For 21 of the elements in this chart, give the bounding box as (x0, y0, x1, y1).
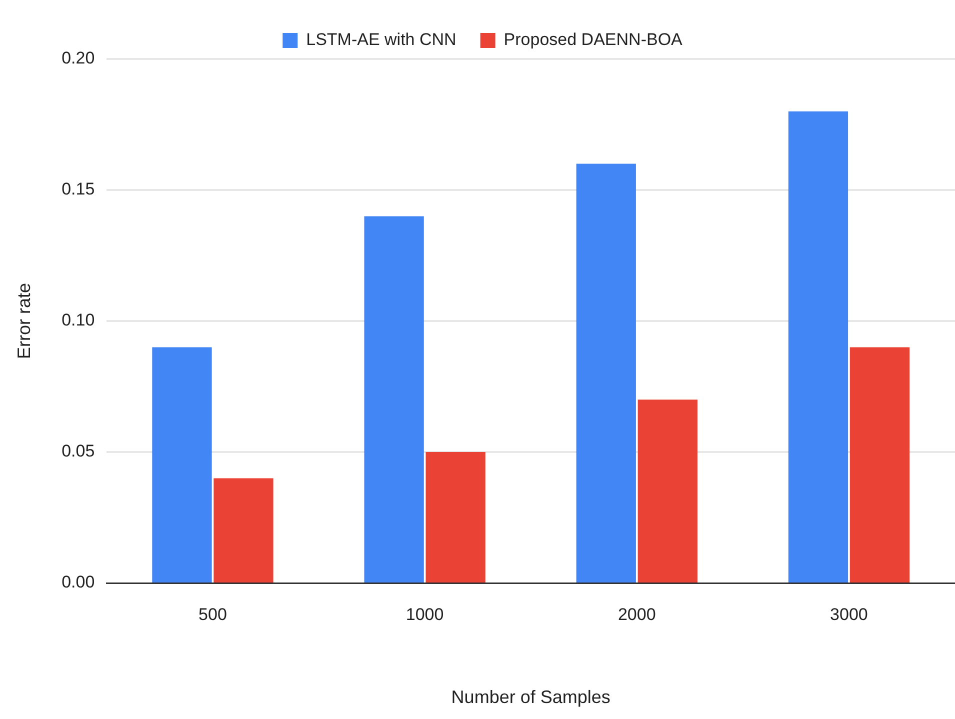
bar (364, 216, 424, 582)
y-tick-label: 0.05 (62, 442, 95, 461)
y-tick-label: 0.20 (62, 48, 95, 68)
x-tick-label: 2000 (618, 604, 656, 624)
bar (638, 400, 698, 582)
bar (426, 452, 486, 582)
x-tick-label: 3000 (830, 604, 868, 624)
bar (152, 347, 212, 582)
x-tick-label: 1000 (406, 604, 444, 624)
legend-label: LSTM-AE with CNN (306, 30, 456, 50)
y-axis-title: Error rate (14, 282, 34, 360)
x-axis-title: Number of Samples (451, 687, 610, 708)
y-tick-label: 0.10 (62, 310, 95, 330)
y-tick-label: 0.00 (62, 572, 95, 592)
x-tick-label: 500 (198, 604, 227, 624)
y-tick-label: 0.15 (62, 180, 95, 199)
legend-label: Proposed DAENN-BOA (504, 30, 684, 50)
bar (788, 111, 848, 582)
bar (850, 347, 910, 582)
bar (576, 164, 636, 582)
bar (214, 478, 274, 582)
